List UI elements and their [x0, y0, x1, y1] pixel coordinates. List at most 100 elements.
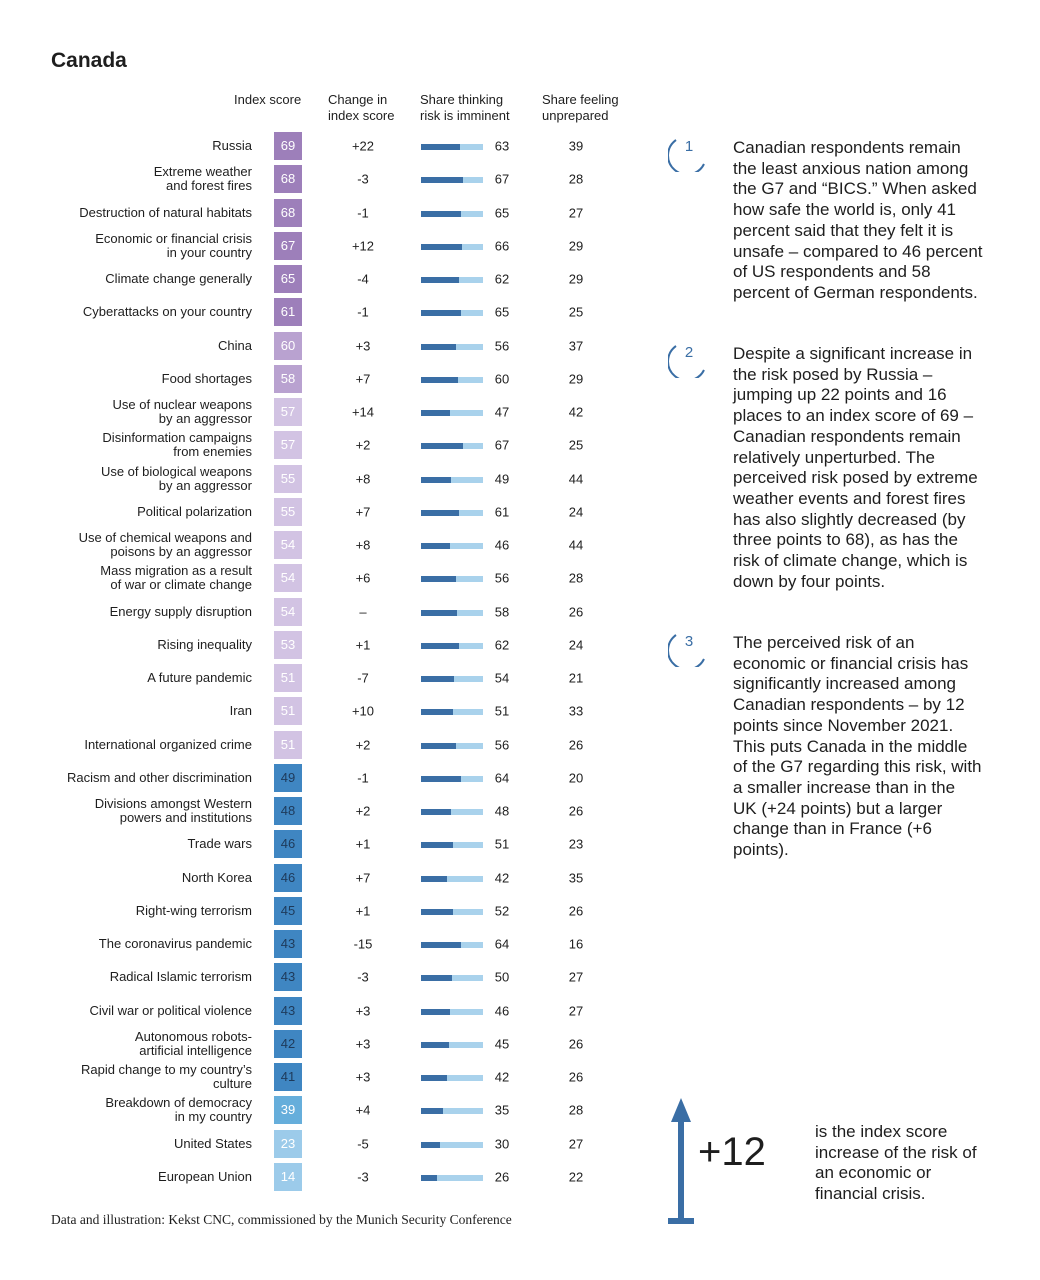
imminent-bar	[421, 676, 455, 682]
change-value: -1	[357, 205, 369, 220]
unprepared-value: 25	[568, 304, 584, 320]
table-row: International organized crime 51 +2 56 26	[0, 730, 640, 760]
imminent-bar	[421, 410, 451, 416]
risk-label: China	[218, 337, 252, 353]
highlight-value: +12	[698, 1130, 766, 1174]
imminent-value: 56	[494, 570, 510, 586]
table-row: Use of biological weapons by an aggresso…	[0, 464, 640, 494]
imminent-bar-track	[421, 443, 483, 450]
change-value: -1	[357, 770, 369, 786]
imminent-value: 54	[494, 670, 510, 686]
index-score-box: 42	[274, 1029, 302, 1058]
imminent-bar	[421, 1008, 450, 1015]
imminent-bar	[421, 975, 452, 982]
risk-label: Iran	[229, 703, 252, 719]
imminent-value: 62	[494, 271, 510, 287]
risk-label: The coronavirus pandemic	[98, 936, 252, 951]
unprepared-value: 26	[568, 604, 584, 619]
imminent-bar-track	[421, 509, 483, 516]
table-row: Trade wars 46 +1 51 23	[0, 829, 640, 859]
table-row: Right-wing terrorism 45 +1 52 26	[0, 896, 640, 926]
index-score-box: 57	[274, 398, 302, 426]
imminent-bar	[421, 509, 459, 516]
risk-label: Trade wars	[187, 836, 252, 852]
unprepared-value: 27	[568, 1136, 584, 1151]
imminent-bar-track	[421, 1075, 483, 1081]
imminent-bar	[421, 709, 453, 716]
imminent-bar	[421, 277, 460, 283]
unprepared-value: 27	[568, 969, 584, 985]
imminent-bar	[421, 343, 456, 350]
imminent-value: 67	[494, 171, 510, 187]
change-value: +7	[355, 504, 371, 520]
index-score-box: 68	[274, 165, 302, 194]
unprepared-value: 26	[568, 1069, 584, 1085]
imminent-bar-track	[421, 1174, 483, 1181]
risk-label: Mass migration as a result of war or cli…	[100, 563, 252, 593]
table-row: Food shortages 58 +7 60 29	[0, 364, 640, 394]
up-arrow-icon	[668, 1098, 694, 1224]
risk-label: Autonomous robots- artificial intelligen…	[134, 1028, 252, 1058]
imminent-bar-track	[421, 609, 483, 616]
table-row: Climate change generally 65 -4 62 29	[0, 264, 640, 294]
table-row: Cyberattacks on your country 61 -1 65 25	[0, 297, 640, 327]
unprepared-value: 24	[568, 504, 584, 520]
imminent-value: 65	[494, 304, 510, 320]
risk-label: Racism and other discrimination	[67, 769, 252, 785]
risk-label: Climate change generally	[105, 271, 252, 286]
imminent-bar	[421, 908, 454, 915]
index-score-box: 54	[274, 531, 302, 559]
change-value: -15	[353, 936, 373, 952]
highlight-text: is the index score increase of the risk …	[815, 1122, 977, 1204]
unprepared-value: 27	[568, 205, 584, 220]
unprepared-value: 25	[568, 437, 584, 453]
index-score-box: 43	[274, 996, 302, 1025]
index-score-box: 55	[274, 464, 302, 493]
change-value: -1	[357, 304, 369, 320]
note-text: Canadian respondents remain the least an…	[733, 138, 983, 302]
index-score-box: 58	[274, 364, 302, 393]
table-row: Extreme weather and forest fires 68 -3 67 28	[0, 164, 640, 194]
risk-label: Disinformation campaigns from enemies	[102, 430, 252, 460]
index-score-box: 53	[274, 630, 302, 659]
change-value: +4	[355, 1102, 371, 1118]
imminent-value: 64	[494, 770, 510, 786]
imminent-bar-track	[421, 343, 483, 350]
imminent-bar	[421, 476, 452, 483]
header-imminent: Share thinking risk is imminent	[420, 92, 510, 123]
table-row: Political polarization 55 +7 61 24	[0, 497, 640, 527]
circle-arc-icon	[668, 139, 705, 172]
imminent-value: 42	[494, 1069, 510, 1085]
unprepared-value: 44	[568, 537, 584, 553]
risk-label: European Union	[158, 1168, 252, 1184]
unprepared-value: 27	[568, 1003, 584, 1018]
change-value: -3	[357, 969, 369, 985]
imminent-bar	[421, 1041, 449, 1048]
imminent-bar-track	[421, 908, 483, 915]
risk-label: Cyberattacks on your country	[82, 304, 252, 320]
imminent-bar-track	[421, 410, 483, 416]
imminent-bar-track	[421, 243, 483, 250]
table-row: Iran 51 +10 51 33	[0, 696, 640, 726]
imminent-bar-track	[421, 975, 483, 982]
imminent-bar	[421, 842, 453, 849]
imminent-value: 56	[494, 737, 510, 752]
imminent-bar-track	[421, 277, 483, 283]
risk-label: Right-wing terrorism	[135, 902, 252, 918]
imminent-value: 42	[494, 870, 510, 885]
imminent-value: 60	[494, 371, 510, 387]
table-row: Rapid change to my country’s culture 41 +3…	[0, 1062, 640, 1092]
imminent-bar	[421, 942, 461, 948]
risk-label: Use of biological weapons by an aggresso…	[100, 463, 252, 493]
change-value: +2	[355, 437, 371, 453]
change-value: +3	[355, 1069, 371, 1085]
risk-label: Rising inequality	[157, 636, 252, 652]
imminent-bar-track	[421, 942, 483, 948]
unprepared-value: 29	[568, 271, 584, 287]
imminent-bar-track	[421, 1041, 483, 1048]
imminent-value: 46	[494, 537, 510, 553]
imminent-value: 49	[494, 471, 510, 486]
table-row: China 60 +3 56 37	[0, 331, 640, 361]
unprepared-value: 16	[568, 936, 584, 952]
imminent-value: 48	[494, 803, 510, 819]
